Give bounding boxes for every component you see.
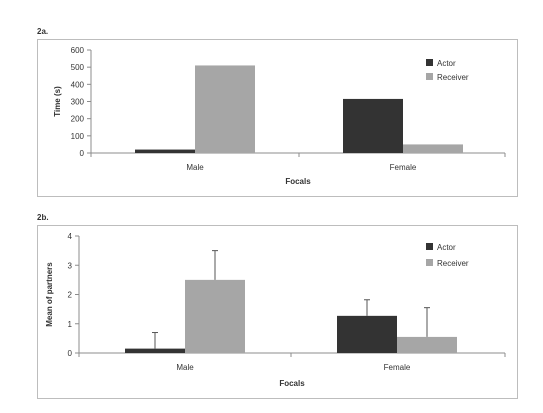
bar-receiver-female xyxy=(397,336,457,353)
x-axis-title: Focals xyxy=(285,177,311,186)
chart-frame-2a xyxy=(37,39,518,197)
y-axis-title: Time (s) xyxy=(53,86,62,117)
y-tick-label: 100 xyxy=(71,132,85,141)
y-tick-label: 600 xyxy=(71,46,85,55)
y-tick-label: 3 xyxy=(68,261,73,270)
y-tick-label: 4 xyxy=(68,232,73,241)
bar-actor-male xyxy=(135,149,195,153)
panel-label-2a: 2a. xyxy=(37,27,49,36)
y-tick-label: 2 xyxy=(68,291,73,300)
x-category-label: Male xyxy=(186,163,204,172)
bar-actor-female xyxy=(337,315,397,353)
legend-label-receiver: Receiver xyxy=(437,73,469,82)
bar-receiver-female xyxy=(403,144,463,153)
y-tick-label: 200 xyxy=(71,115,85,124)
legend-swatch-receiver xyxy=(426,259,433,266)
x-category-label: Female xyxy=(384,363,411,372)
legend-label-receiver: Receiver xyxy=(437,259,469,268)
bar-actor-male xyxy=(125,348,185,353)
y-tick-label: 400 xyxy=(71,80,85,89)
y-tick-label: 0 xyxy=(80,149,85,158)
legend-label-actor: Actor xyxy=(437,243,456,252)
x-axis-title: Focals xyxy=(279,379,305,388)
legend-label-actor: Actor xyxy=(437,59,456,68)
bar-actor-female xyxy=(343,98,403,153)
panel-label-2b: 2b. xyxy=(37,213,49,222)
y-tick-label: 0 xyxy=(68,349,73,358)
legend-swatch-actor xyxy=(426,59,433,66)
bar-receiver-male xyxy=(195,65,255,153)
x-category-label: Female xyxy=(390,163,417,172)
y-tick-label: 300 xyxy=(71,98,85,107)
bar-receiver-male xyxy=(185,279,245,353)
y-tick-label: 1 xyxy=(68,320,73,329)
y-tick-label: 500 xyxy=(71,63,85,72)
x-category-label: Male xyxy=(176,363,194,372)
legend-swatch-receiver xyxy=(426,73,433,80)
chart-frame-2b xyxy=(37,225,518,399)
y-axis-title: Mean of partners xyxy=(45,262,54,327)
legend-swatch-actor xyxy=(426,243,433,250)
